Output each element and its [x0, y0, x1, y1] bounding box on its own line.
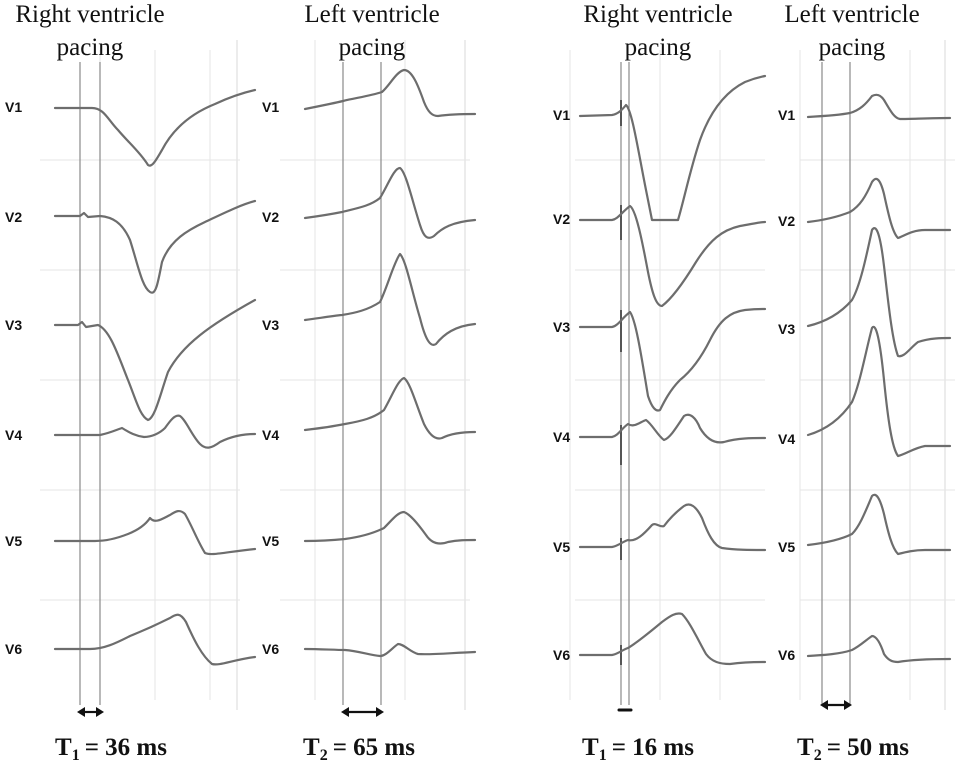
lead-label: V1	[5, 99, 22, 115]
interval-label: T1 = 36 ms	[55, 734, 167, 764]
interval-arrow-head	[376, 707, 384, 717]
interval-subscript: 1	[72, 747, 80, 764]
interval-subscript: 2	[320, 747, 328, 764]
lead-label: V6	[262, 641, 279, 657]
ecg-trace-v5	[303, 510, 477, 545]
lead-label: V5	[553, 539, 570, 555]
panel-right-ventricle-pacing-2: Right ventricle pacing V1 V2 V3 V4 V5 V6	[553, 1, 767, 764]
ecg-trace-v1	[806, 93, 952, 121]
lead-label: V5	[778, 539, 795, 555]
ecg-trace-v6	[53, 613, 257, 666]
lead-label: V3	[778, 321, 795, 337]
ecg-trace-v2	[303, 166, 477, 239]
lead-label: V1	[778, 107, 795, 123]
interval-value: = 16 ms	[612, 734, 695, 761]
panel-left-ventricle-pacing-1: Left ventricle pacing V1 V2 V3 V4 V5 V6 …	[262, 1, 477, 764]
lead-label: V6	[553, 647, 570, 663]
interval-arrow-head	[77, 707, 85, 717]
ecg-trace-v1	[578, 74, 767, 222]
interval-symbol: T	[582, 734, 599, 761]
lead-label: V5	[5, 533, 22, 549]
ecg-trace-v4	[806, 325, 952, 458]
lead-label: V6	[5, 641, 22, 657]
ecg-trace-v3	[303, 252, 477, 346]
lead-label: V2	[5, 209, 22, 225]
lead-label: V3	[5, 317, 22, 333]
ecg-trace-v2	[578, 204, 767, 308]
lead-label: V3	[553, 319, 570, 335]
interval-arrow-head	[96, 707, 104, 717]
interval-symbol: T	[797, 734, 814, 761]
ecg-trace-v6	[303, 642, 477, 658]
ecg-trace-v3	[806, 227, 952, 358]
ecg-trace-v6	[578, 612, 767, 666]
interval-symbol: T	[55, 734, 72, 761]
background-grid	[40, 40, 955, 710]
panel-left-ventricle-pacing-2: Left ventricle pacing V1 V2 V3 V4 V5 V6 …	[778, 1, 952, 764]
panel-title-line1: Left ventricle	[784, 1, 919, 28]
ecg-trace-v5	[578, 503, 767, 552]
interval-value: = 36 ms	[85, 734, 168, 761]
ecg-trace-v2	[53, 199, 257, 294]
ecg-trace-v4	[303, 376, 477, 440]
ecg-trace-v5	[53, 509, 257, 556]
lead-label: V4	[778, 431, 795, 447]
panel-title-line1: Left ventricle	[304, 1, 439, 28]
ecg-trace-v4	[578, 413, 767, 444]
lead-label: V2	[553, 211, 570, 227]
interval-arrow-head	[341, 707, 349, 717]
lead-label: V2	[262, 209, 279, 225]
panel-title-line2: pacing	[625, 34, 692, 61]
lead-label: V4	[262, 427, 279, 443]
panel-title-line1: Right ventricle	[583, 1, 732, 28]
panel-title-line1: Right ventricle	[15, 1, 164, 28]
panel-title-line2: pacing	[339, 34, 406, 61]
interval-subscript: 1	[599, 747, 607, 764]
interval-value: = 50 ms	[827, 734, 910, 761]
ecg-trace-v1	[303, 68, 477, 118]
ecg-trace-v5	[806, 493, 952, 556]
ecg-trace-v4	[53, 414, 257, 449]
lead-label: V4	[5, 427, 22, 443]
lead-label: V5	[262, 533, 279, 549]
interval-arrow-head	[820, 700, 828, 710]
ecg-trace-v3	[53, 298, 257, 422]
lead-label: V4	[553, 429, 570, 445]
panel-title-line2: pacing	[57, 34, 124, 61]
lead-label: V1	[262, 99, 279, 115]
interval-label: T2 = 65 ms	[303, 734, 415, 764]
lead-label: V6	[778, 647, 795, 663]
interval-label: T2 = 50 ms	[797, 734, 909, 764]
ecg-trace-v2	[806, 177, 952, 240]
lead-label: V3	[262, 317, 279, 333]
ecg-trace-v3	[578, 307, 767, 412]
lead-label: V1	[553, 107, 570, 123]
interval-arrow-head	[844, 700, 852, 710]
interval-value: = 65 ms	[333, 734, 416, 761]
interval-label: T1 = 16 ms	[582, 734, 694, 764]
interval-symbol: T	[303, 734, 320, 761]
ecg-trace-v1	[53, 88, 257, 167]
lead-label: V2	[778, 213, 795, 229]
ecg-trace-v6	[806, 634, 952, 664]
panel-right-ventricle-pacing-1: Right ventricle pacing V1 V2 V3 V4 V5 V6…	[5, 1, 257, 764]
interval-subscript: 2	[814, 747, 822, 764]
panel-title-line2: pacing	[819, 34, 886, 61]
